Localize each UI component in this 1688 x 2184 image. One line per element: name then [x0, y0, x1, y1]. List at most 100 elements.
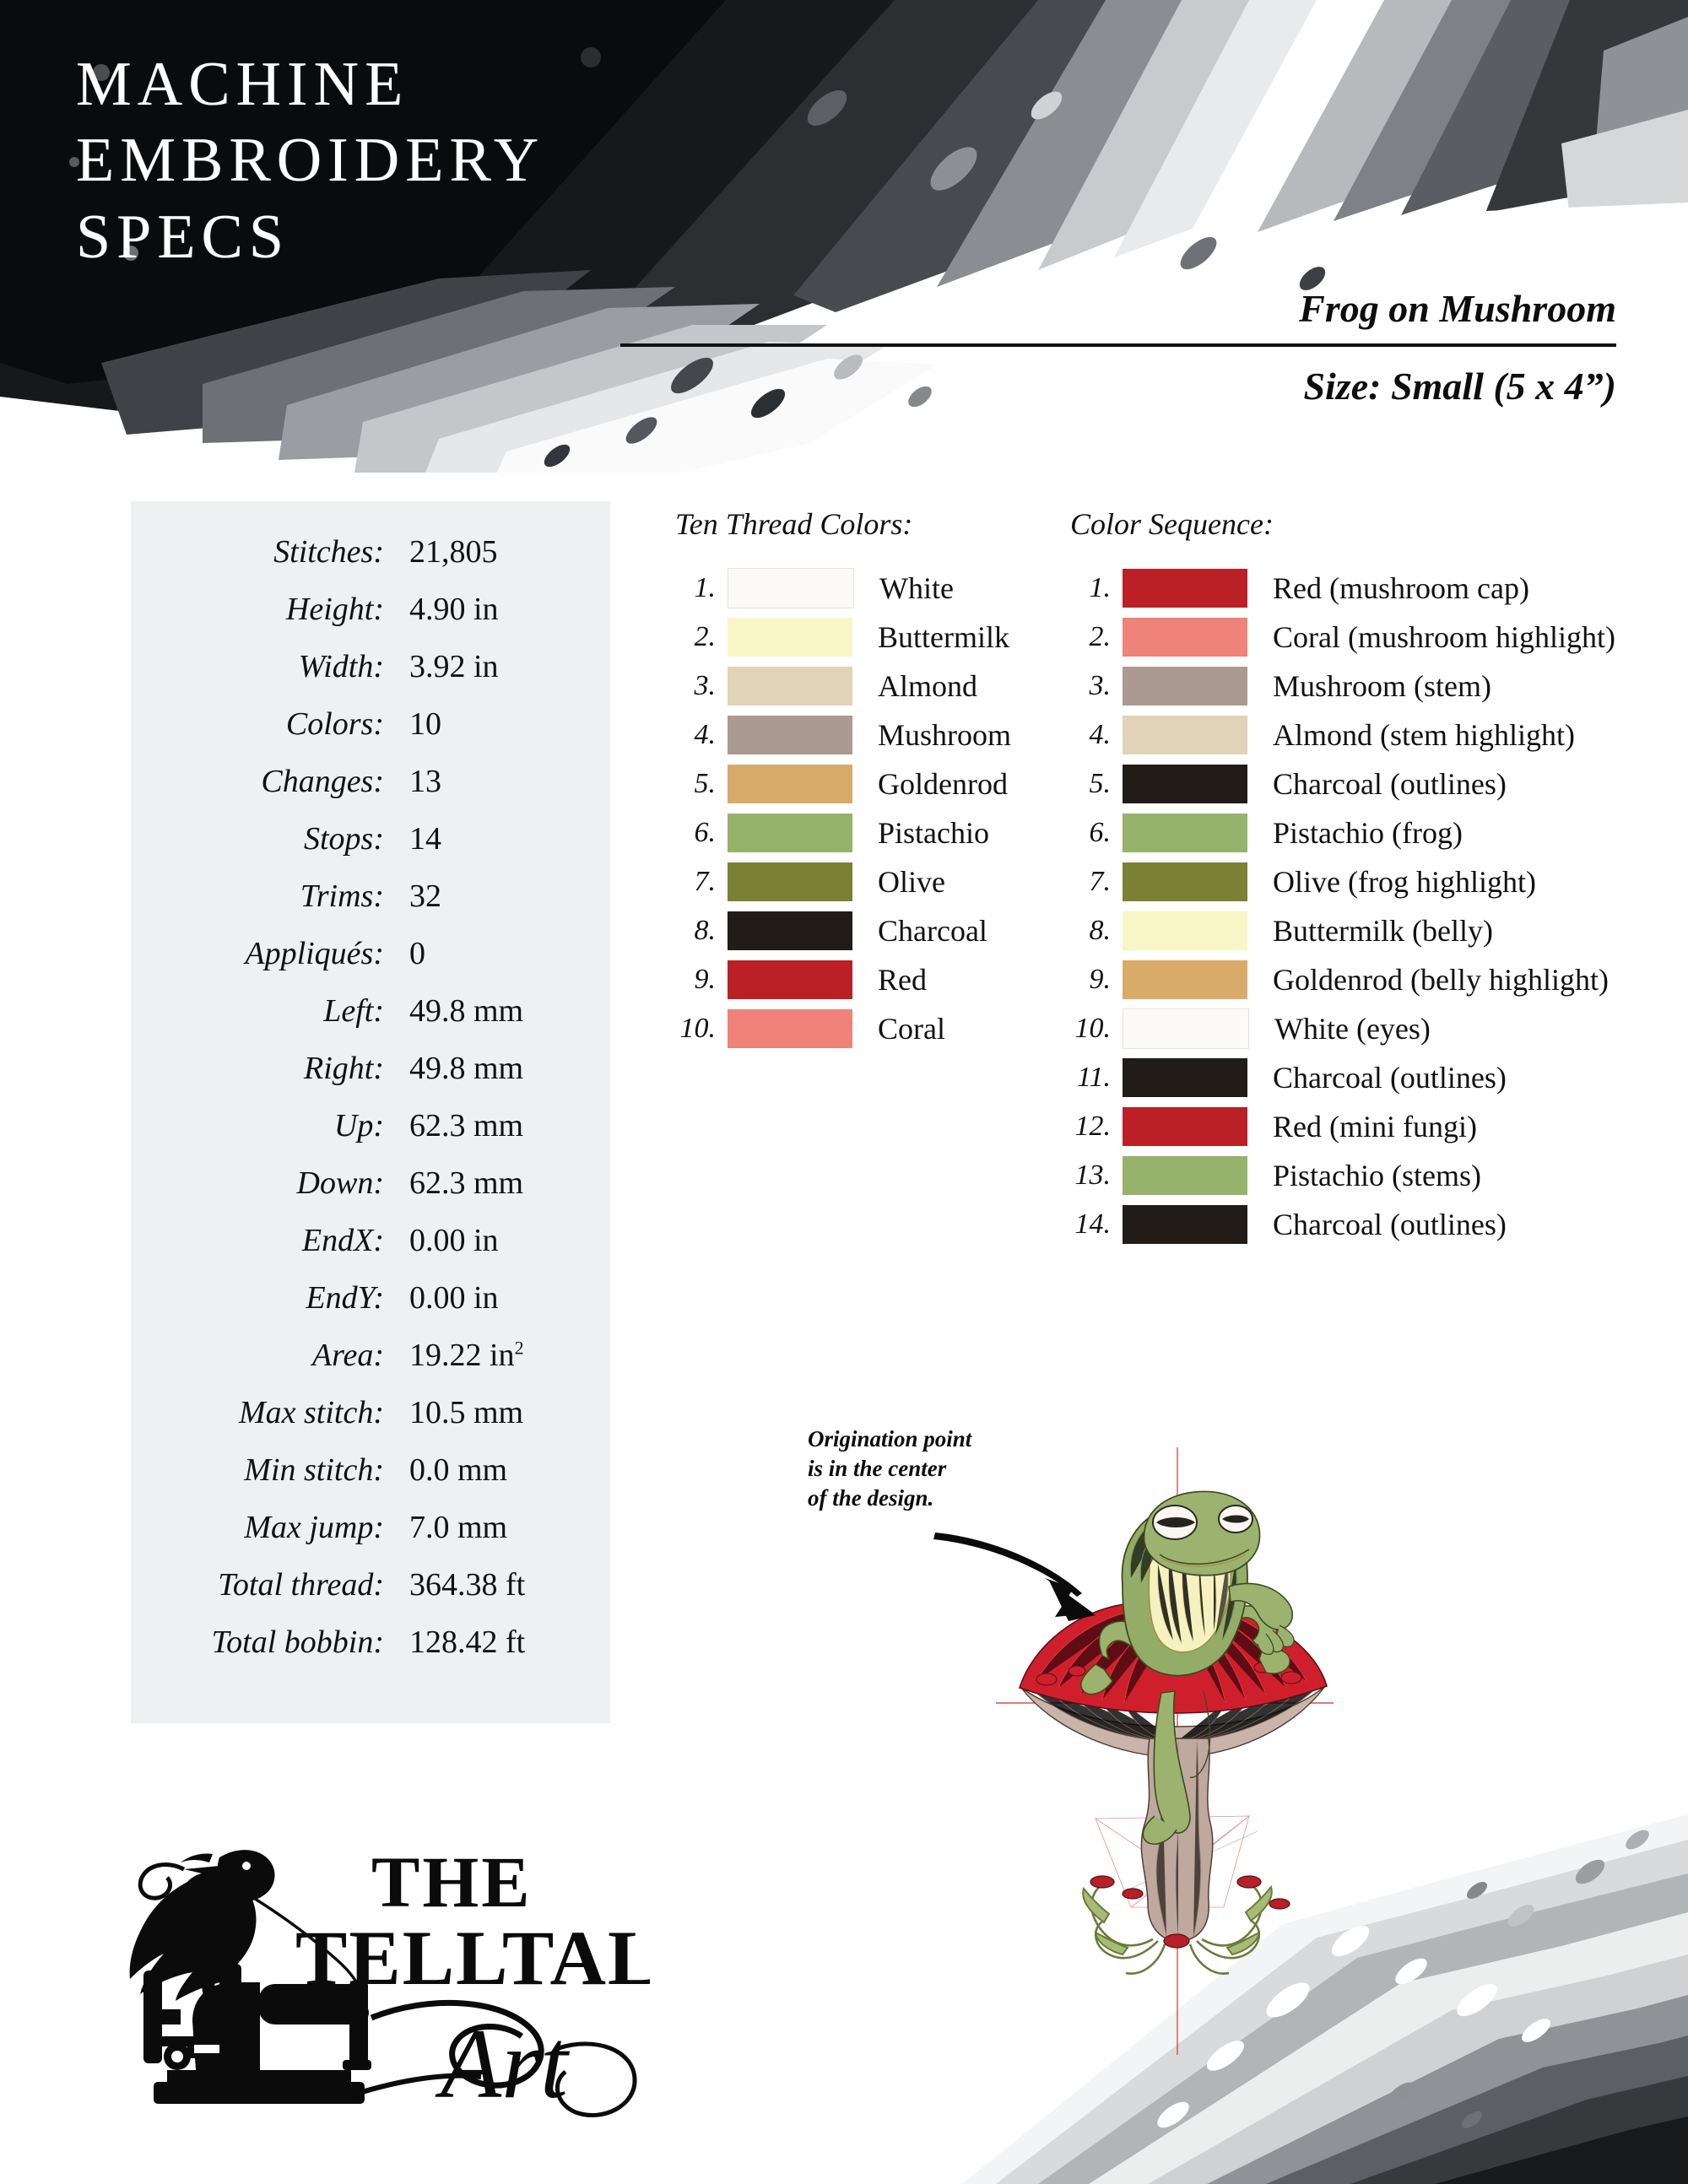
spec-value: 0 [409, 936, 425, 971]
spec-label: Changes: [261, 764, 384, 799]
color-sequence-row: 13. Pistachio (stems) [1070, 1151, 1661, 1200]
spec-row: Stitches: 21,805 [131, 533, 610, 591]
spec-row: Colors: 10 [131, 705, 610, 763]
thread-color-label: Mushroom [878, 718, 1012, 752]
color-sequence-label: Goldenrod (belly highlight) [1273, 963, 1609, 997]
thread-color-row: 8. Charcoal [675, 906, 1030, 955]
color-sequence-label: Coral (mushroom highlight) [1273, 620, 1615, 654]
color-sequence-index: 2. [1089, 621, 1112, 652]
spec-value: 62.3 mm [409, 1108, 524, 1143]
spec-row: Left: 49.8 mm [131, 992, 610, 1050]
spec-row: Stops: 14 [131, 820, 610, 878]
spec-label: Width: [298, 649, 384, 684]
color-sequence-column: Color Sequence: 1. Red (mushroom cap) 2. Co… [1070, 506, 1661, 1249]
thread-color-row: 7. Olive [675, 857, 1030, 906]
pointer-arrow-icon [928, 1502, 1207, 1671]
thread-color-index: 8. [694, 915, 717, 946]
color-sequence-row: 12. Red (mini fungi) [1070, 1102, 1661, 1151]
color-sequence-label: Charcoal (outlines) [1273, 1208, 1507, 1241]
spec-row: Appliqués: 0 [131, 935, 610, 992]
spec-row: Width: 3.92 in [131, 648, 610, 705]
thread-color-index: 2. [694, 621, 717, 652]
color-sequence-index: 10. [1074, 1013, 1112, 1044]
specs-panel-background [131, 501, 610, 1723]
design-header: Frog on Mushroom Size: Small (5 x 4”) [620, 287, 1616, 408]
spec-row: Total bobbin: 128.42 ft [131, 1624, 610, 1681]
spec-label: EndX: [301, 1223, 384, 1258]
origination-note-line-3: of the design. [808, 1485, 934, 1511]
spec-value: 0.00 in [409, 1223, 499, 1258]
design-name: Frog on Mushroom [1299, 287, 1616, 330]
color-sequence-row: 1. Red (mushroom cap) [1070, 564, 1661, 613]
spec-value: 128.42 ft [409, 1624, 526, 1660]
color-sequence-row: 2. Coral (mushroom highlight) [1070, 613, 1661, 662]
spec-row: Max jump: 7.0 mm [131, 1509, 610, 1566]
spec-row: Area: 19.22 in2 [131, 1337, 610, 1394]
color-sequence-swatch [1123, 1058, 1247, 1097]
spec-label: Total thread: [218, 1567, 384, 1603]
origination-note: Origination point is in the center of th… [808, 1424, 971, 1513]
thread-color-index: 6. [694, 817, 717, 848]
logo-telltale-text: TELLTALE [295, 1915, 650, 2001]
thread-color-row: 6. Pistachio [675, 808, 1030, 857]
color-sequence-index: 9. [1089, 964, 1112, 995]
spec-row: Height: 4.90 in [131, 591, 610, 648]
origination-note-line-2: is in the center [808, 1456, 947, 1482]
spec-label: EndY: [306, 1280, 384, 1316]
spec-value: 32 [409, 878, 441, 914]
color-sequence-swatch [1123, 765, 1247, 803]
thread-color-swatch [728, 765, 852, 803]
spec-label: Max stitch: [238, 1395, 384, 1430]
spec-label: Max jump: [244, 1510, 384, 1545]
thread-color-index: 5. [694, 768, 717, 799]
spec-value: 10.5 mm [409, 1395, 524, 1430]
color-sequence-row: 10. White (eyes) [1070, 1004, 1661, 1053]
brand-logo: THE TELLTALE Art [93, 1819, 713, 2148]
title-line-1: MACHINE [76, 50, 409, 119]
spec-value: 10 [409, 706, 441, 742]
spec-value: 4.90 in [409, 592, 499, 627]
thread-color-swatch [728, 568, 854, 608]
color-sequence-row: 9. Goldenrod (belly highlight) [1070, 955, 1661, 1004]
spec-label: Stops: [304, 821, 384, 857]
color-sequence-index: 6. [1089, 817, 1112, 848]
spec-row: Changes: 13 [131, 763, 610, 820]
color-sequence-label: Almond (stem highlight) [1273, 718, 1575, 752]
spec-value: 49.8 mm [409, 1051, 524, 1086]
thread-color-label: Almond [878, 669, 978, 703]
thread-color-row: 3. Almond [675, 662, 1030, 711]
spec-row: EndY: 0.00 in [131, 1279, 610, 1337]
color-sequence-label: Buttermilk (belly) [1273, 914, 1493, 948]
thread-color-swatch [728, 960, 852, 999]
thread-color-label: Olive [878, 865, 945, 899]
spec-row: Total thread: 364.38 ft [131, 1566, 610, 1624]
thread-color-row: 4. Mushroom [675, 711, 1030, 760]
color-sequence-label: Charcoal (outlines) [1273, 1061, 1507, 1095]
color-sequence-label: Pistachio (frog) [1273, 816, 1463, 850]
color-sequence-index: 14. [1074, 1208, 1112, 1240]
spec-label: Height: [285, 592, 384, 627]
color-sequence-index: 1. [1089, 572, 1112, 603]
color-sequence-index: 11. [1077, 1062, 1111, 1093]
color-sequence-swatch [1123, 911, 1247, 950]
thread-color-swatch [728, 618, 852, 657]
thread-color-row: 2. Buttermilk [675, 613, 1030, 662]
spec-value: 0.00 in [409, 1280, 499, 1316]
thread-color-index: 7. [694, 866, 717, 897]
color-sequence-swatch [1123, 1008, 1249, 1049]
thread-color-swatch [728, 814, 852, 852]
thread-colors-list: 1. White 2. Buttermilk 3. Almond 4. Mushroom 5. G… [675, 564, 1030, 1053]
color-sequence-swatch [1123, 618, 1247, 657]
thread-color-index: 3. [694, 670, 717, 701]
color-sequence-index: 13. [1074, 1160, 1112, 1191]
thread-color-row: 5. Goldenrod [675, 760, 1030, 808]
color-sequence-row: 5. Charcoal (outlines) [1070, 760, 1661, 808]
thread-color-label: Buttermilk [878, 620, 1009, 654]
color-sequence-index: 4. [1089, 719, 1112, 750]
color-sequence-label: Pistachio (stems) [1273, 1159, 1481, 1192]
spec-label: Down: [296, 1165, 384, 1201]
title-line-3: SPECS [76, 202, 290, 272]
thread-color-index: 9. [694, 964, 717, 995]
title-line-2: EMBROIDERY [76, 126, 545, 196]
